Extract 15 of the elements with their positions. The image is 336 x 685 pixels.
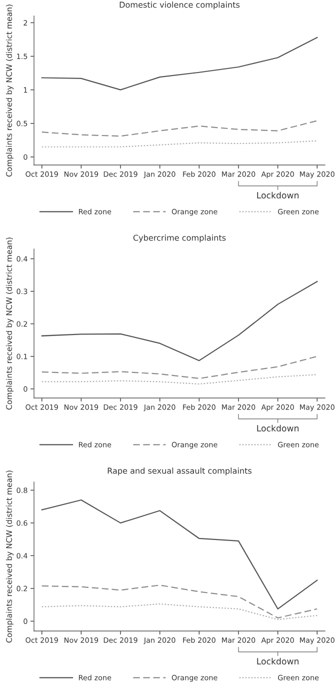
line-series (41, 603, 318, 620)
chart-title: Cybercrime complaints (133, 234, 226, 242)
line-series (41, 120, 318, 137)
text: Lockdown (257, 192, 299, 198)
text: Lockdown (257, 658, 299, 664)
line-series (41, 356, 318, 380)
line-series (41, 374, 318, 385)
chart-title: Domestic violence complaints (120, 2, 240, 10)
chart-title: Rape and sexual assault complaints (108, 468, 252, 476)
line-series (41, 499, 318, 610)
line-series (41, 584, 318, 618)
line-series (41, 140, 318, 148)
line-series (41, 36, 318, 90)
text: Lockdown (257, 424, 299, 432)
line-series (41, 280, 318, 362)
